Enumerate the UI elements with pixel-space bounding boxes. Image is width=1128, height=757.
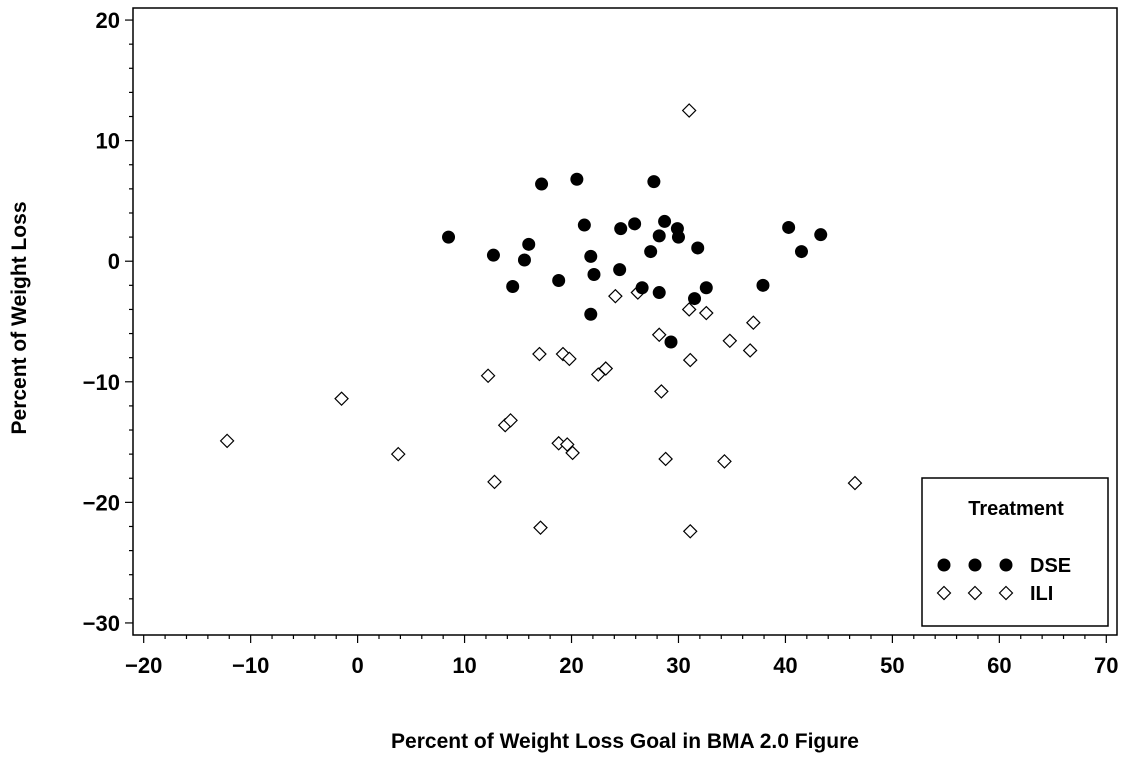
y-tick-label: −30 [83,611,120,636]
x-tick-label: 60 [987,653,1011,678]
data-point [577,218,591,232]
series-ili [219,103,863,539]
data-point [551,435,567,451]
data-point [814,228,828,242]
y-tick-label: 0 [108,249,120,274]
x-tick-label: −20 [125,653,162,678]
data-point [522,237,536,251]
data-point [658,451,673,467]
data-point [647,175,661,189]
data-point [517,253,531,267]
legend-entry-dse: DSE [937,555,1071,577]
data-point [480,368,496,384]
data-point [390,446,406,462]
y-tick-label: 10 [96,129,120,154]
data-point [219,433,235,449]
y-tick-label: −20 [83,490,120,515]
y-axis: −30 −20 −10 0 10 20 [83,8,133,636]
data-point [699,281,713,295]
data-point [681,302,697,317]
data-point [745,315,761,331]
legend-marker [998,585,1014,601]
x-axis-label: Percent of Weight Loss Goal in BMA 2.0 F… [391,730,859,753]
x-tick-label: 30 [666,653,690,678]
data-point [570,172,584,186]
data-point [506,280,520,294]
data-point [334,391,349,407]
data-point [782,220,796,234]
data-point [628,217,642,231]
data-point [664,335,678,349]
data-point [691,241,705,255]
x-tick-label: 20 [559,653,583,678]
legend-marker [999,558,1013,572]
data-point [535,177,549,191]
data-point [532,346,547,362]
data-point [652,229,666,243]
data-point [565,445,580,461]
data-point [533,520,548,536]
x-tick-label: 0 [351,653,363,678]
data-point [654,384,669,399]
x-tick-label: 40 [773,653,797,678]
series-dse [442,172,828,349]
legend-label: ILI [1030,583,1053,605]
data-point [756,278,770,292]
data-point [587,267,601,281]
y-tick-label: 20 [96,8,120,33]
legend-marker [967,585,983,601]
data-point [644,245,658,259]
legend-label: DSE [1030,555,1071,577]
legend-marker [936,585,952,601]
data-point [682,523,698,539]
legend-box [921,477,1109,627]
legend-marker [937,558,951,572]
data-point [651,327,667,343]
y-tick-label: −10 [83,370,120,395]
x-tick-label: 50 [880,653,904,678]
data-point [847,475,863,491]
x-tick-label: 70 [1094,653,1118,678]
data-point [722,333,738,349]
legend-entry-ili: ILI [936,583,1053,605]
data-point [584,307,598,321]
legend-entries: DSE ILI [936,555,1071,605]
plot-frame [132,7,1118,636]
data-point [442,230,456,244]
data-point [794,245,808,259]
legend-title: Treatment [968,498,1064,520]
data-point [486,248,500,262]
data-point [552,274,566,288]
data-point [608,288,623,304]
data-point [658,214,672,228]
x-tick-label: −10 [232,653,269,678]
data-point [584,249,598,263]
data-points [219,103,863,539]
data-point [614,222,628,236]
legend-marker [968,558,982,572]
data-point [688,292,702,306]
data-point [635,281,649,295]
data-point [742,343,758,358]
data-point [613,263,627,277]
data-point [562,351,577,367]
data-point [671,230,685,244]
x-tick-label: 10 [452,653,476,678]
data-point [652,286,666,300]
data-point [717,454,732,469]
data-point [681,103,697,118]
x-axis: −20 −10 0 10 20 30 40 50 60 70 [125,635,1119,678]
data-point [487,474,502,490]
data-point [598,361,614,376]
data-point [698,305,714,321]
legend: Treatment DSE ILI [921,477,1109,627]
data-point [503,413,518,428]
data-point [682,352,698,368]
y-axis-label: Percent of Weight Loss [8,202,31,435]
